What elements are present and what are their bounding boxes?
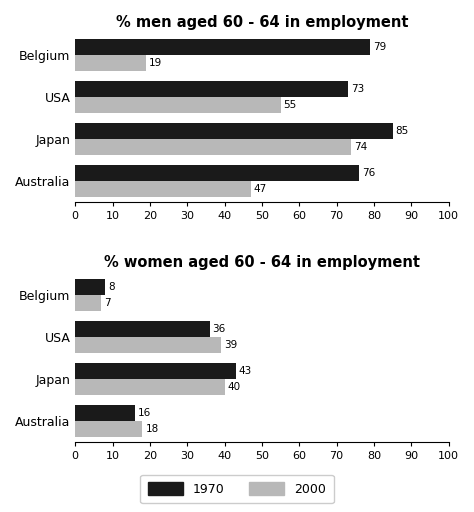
Text: 47: 47 (254, 184, 267, 194)
Bar (75, 139, 351, 155)
Text: 39: 39 (224, 340, 237, 350)
Bar (75, 81, 348, 97)
Text: 7: 7 (104, 298, 111, 308)
Bar (75, 123, 392, 139)
Bar (75, 295, 101, 311)
Bar (75, 405, 135, 421)
Text: 16: 16 (138, 408, 151, 418)
Bar (75, 364, 236, 379)
Bar (75, 97, 281, 113)
Text: 19: 19 (149, 58, 163, 68)
Legend: 1970, 2000: 1970, 2000 (140, 475, 334, 503)
Bar (75, 55, 146, 71)
Text: 74: 74 (355, 142, 368, 152)
Text: 18: 18 (146, 424, 159, 434)
Text: 43: 43 (239, 366, 252, 376)
Text: 8: 8 (108, 283, 115, 292)
Text: 40: 40 (228, 382, 241, 392)
Bar (75, 39, 370, 55)
Title: % women aged 60 - 64 in employment: % women aged 60 - 64 in employment (104, 255, 420, 270)
Bar (75, 165, 359, 181)
Bar (75, 421, 142, 437)
Text: 36: 36 (213, 324, 226, 334)
Bar (75, 337, 221, 353)
Bar (75, 379, 225, 395)
Bar (75, 280, 105, 295)
Text: 76: 76 (362, 168, 375, 178)
Text: 73: 73 (351, 84, 364, 94)
Bar (75, 181, 251, 197)
Text: 79: 79 (373, 42, 386, 52)
Title: % men aged 60 - 64 in employment: % men aged 60 - 64 in employment (116, 15, 408, 30)
Bar (75, 322, 210, 337)
Text: 85: 85 (395, 126, 409, 136)
Text: 55: 55 (283, 100, 297, 110)
